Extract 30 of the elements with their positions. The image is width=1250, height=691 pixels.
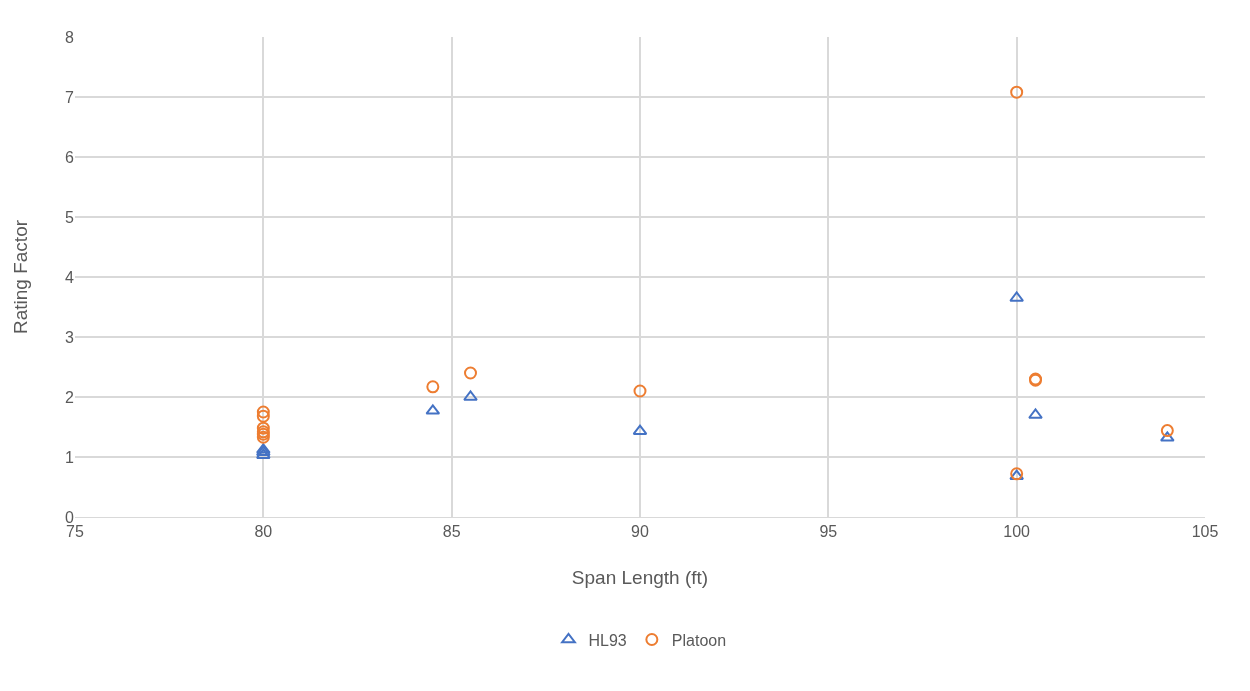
point bbox=[1028, 408, 1043, 419]
y-tick-label: 8 bbox=[65, 28, 75, 46]
y-tick-label: 5 bbox=[65, 208, 75, 226]
legend-label: HL93 bbox=[588, 631, 627, 649]
x-tick-label: 75 bbox=[66, 523, 84, 541]
point bbox=[633, 384, 647, 398]
point bbox=[463, 390, 478, 401]
x-axis-title: Span Length (ft) bbox=[571, 567, 709, 588]
point bbox=[1010, 85, 1024, 99]
x-tick-label: 85 bbox=[442, 523, 461, 541]
x-tick-label: 90 bbox=[631, 523, 649, 541]
y-tick-label: 4 bbox=[65, 268, 75, 286]
legend-label: Platoon bbox=[671, 631, 727, 649]
y-axis-title: Rating Factor bbox=[10, 219, 31, 335]
y-tick-label: 7 bbox=[65, 88, 75, 106]
point bbox=[464, 366, 477, 380]
y-tick-label: 2 bbox=[65, 388, 75, 406]
y-tick-label: 3 bbox=[65, 328, 75, 346]
x-tick-label: 105 bbox=[1191, 523, 1219, 541]
y-tick-label: 1 bbox=[65, 448, 75, 466]
y-tick-label: 0 bbox=[65, 508, 75, 526]
point bbox=[256, 421, 270, 435]
x-tick-label: 100 bbox=[1003, 523, 1031, 541]
point bbox=[256, 409, 270, 423]
x-tick-label: 80 bbox=[254, 523, 273, 541]
point bbox=[1160, 424, 1174, 438]
point bbox=[256, 405, 270, 419]
point bbox=[426, 380, 440, 394]
x-tick-label: 95 bbox=[819, 523, 838, 541]
y-tick-label: 6 bbox=[65, 148, 75, 166]
